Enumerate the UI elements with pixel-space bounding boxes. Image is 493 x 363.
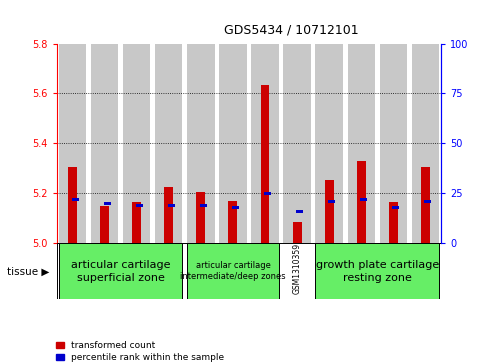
Bar — [132, 202, 141, 243]
Bar — [187, 44, 214, 243]
Bar — [348, 44, 375, 243]
Bar — [196, 192, 206, 243]
Bar — [292, 222, 302, 243]
Bar — [228, 201, 238, 243]
Bar — [123, 44, 150, 243]
Text: tissue ▶: tissue ▶ — [7, 266, 50, 276]
Bar — [328, 200, 335, 203]
Bar — [219, 44, 246, 243]
Bar — [251, 44, 279, 243]
Bar — [316, 44, 343, 243]
FancyBboxPatch shape — [316, 243, 439, 299]
Bar — [296, 210, 303, 213]
Bar — [68, 167, 77, 243]
Bar — [136, 204, 143, 207]
Text: growth plate cartilage
resting zone: growth plate cartilage resting zone — [316, 260, 439, 282]
Bar — [356, 161, 366, 243]
Bar — [168, 204, 175, 207]
FancyBboxPatch shape — [187, 243, 279, 299]
Bar — [380, 44, 407, 243]
Legend: transformed count, percentile rank within the sample: transformed count, percentile rank withi… — [56, 342, 224, 362]
FancyBboxPatch shape — [59, 243, 182, 299]
Text: articular cartilage
superficial zone: articular cartilage superficial zone — [71, 260, 171, 282]
Bar — [424, 200, 431, 203]
Text: GDS5434 / 10712101: GDS5434 / 10712101 — [224, 23, 359, 36]
Bar — [360, 198, 367, 201]
Bar — [283, 44, 311, 243]
Bar — [104, 202, 111, 205]
Text: articular cartilage
intermediate/deep zones: articular cartilage intermediate/deep zo… — [180, 261, 286, 281]
Bar — [260, 85, 270, 243]
Bar — [392, 206, 399, 209]
Bar — [164, 187, 174, 243]
Bar — [412, 44, 439, 243]
Bar — [200, 204, 207, 207]
Bar — [232, 206, 239, 209]
Bar — [91, 44, 118, 243]
Bar — [264, 192, 271, 195]
Bar — [100, 206, 109, 243]
Bar — [388, 202, 398, 243]
Bar — [324, 180, 334, 243]
Bar — [421, 167, 430, 243]
Bar — [155, 44, 182, 243]
Bar — [72, 198, 79, 201]
Bar — [59, 44, 86, 243]
